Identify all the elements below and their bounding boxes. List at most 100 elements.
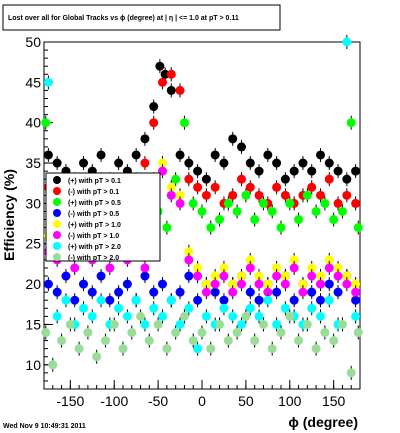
data-point [52,287,62,297]
data-point [263,150,273,160]
data-point [353,328,363,338]
data-point [289,263,299,273]
data-point [193,295,203,305]
data-point [184,158,194,168]
data-point [294,336,304,346]
data-point [175,287,185,297]
data-point [197,206,207,216]
data-point [316,190,325,200]
data-point [276,328,286,338]
data-point [267,344,277,354]
x-axis-title: ϕ (degree) [288,414,358,430]
data-point [263,279,273,289]
data-point [302,319,312,329]
data-point [337,206,347,216]
data-point [184,174,194,184]
data-point [353,223,363,233]
data-point [43,150,53,160]
data-point [166,295,176,305]
data-point [175,190,185,200]
data-point [342,279,352,289]
data-point [342,37,352,47]
data-point [79,279,88,289]
data-point [158,311,167,321]
data-point [136,311,146,321]
legend: (+) with pT > 0.1 (-) with pT > 0.1 (+) wi… [45,172,161,262]
data-point [149,118,159,128]
data-point [109,319,119,329]
data-point [193,344,203,354]
data-point [188,198,198,208]
data-point [149,287,159,297]
data-point [114,303,124,313]
data-point [114,158,124,168]
data-point [140,319,150,329]
data-point [324,255,334,265]
x-tick-label: -150 [56,393,84,409]
data-point [105,295,115,305]
data-point [219,271,229,281]
data-point [140,134,150,144]
data-point [155,61,165,71]
data-point [48,360,58,370]
data-point [166,85,176,95]
title-box [2,4,281,31]
data-point [149,303,159,313]
data-point [52,311,62,321]
data-point [184,303,194,313]
x-tick-label: 150 [322,393,346,409]
data-point [351,311,361,321]
legend-label: (+) with pT > 0.1 [68,178,121,185]
data-point [188,336,198,346]
data-point [171,328,181,338]
data-point [131,150,141,160]
data-point [166,69,176,79]
data-point [272,287,282,297]
data-point [311,206,321,216]
data-point [298,158,308,168]
data-point [250,336,260,346]
legend-marker [53,231,61,239]
data-point [351,295,361,305]
data-point [324,158,334,168]
data-point [61,271,71,281]
data-point [272,319,282,329]
y-tick-label: 50 [25,34,41,50]
data-point [351,287,361,297]
data-point [79,158,88,168]
data-point [333,287,343,297]
data-point [96,271,106,281]
data-point [324,295,334,305]
y-tick-label: 35 [25,155,41,171]
data-point [166,182,176,192]
data-point [254,279,264,289]
data-point [311,344,321,354]
data-point [298,279,308,289]
data-point [333,271,343,281]
axis-ticks: -150 -100 -50 0 50 100 150 10 15 20 25 30 35 40 45 50 [25,34,361,409]
data-point [158,77,167,87]
data-point [114,287,124,297]
legend-label: (-) with pT > 2.0 [68,255,119,262]
data-point [201,287,211,297]
data-point [210,287,220,297]
data-point [289,166,299,176]
data-point [245,303,255,313]
data-point [237,319,246,329]
data-point [175,319,185,329]
data-point [87,311,97,321]
data-point [144,336,154,346]
data-point [245,255,255,265]
x-tick-label: 0 [198,393,206,409]
data-point [245,158,255,168]
data-point [96,150,106,160]
data-point [241,190,251,200]
data-point [74,344,84,354]
data-point [324,279,334,289]
data-point [206,223,216,233]
data-point [175,198,185,208]
data-point [337,319,347,329]
data-point [215,215,225,225]
data-point [280,303,290,313]
data-point [100,336,110,346]
